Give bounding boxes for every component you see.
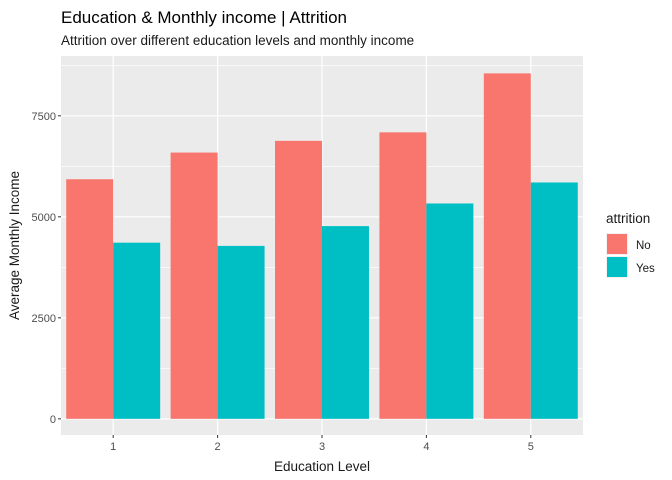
- y-tick-label: 0: [50, 414, 56, 426]
- bar-no-5: [483, 73, 531, 419]
- x-tick-label: 3: [319, 441, 325, 453]
- y-axis: 0 2500 5000 7500: [32, 111, 61, 426]
- legend-title: attrition: [606, 211, 650, 226]
- legend-label-yes: Yes: [636, 263, 655, 275]
- y-tick-label: 7500: [32, 111, 56, 123]
- bars-group: [66, 73, 578, 419]
- legend-swatch-yes: [607, 257, 627, 277]
- bar-yes-1: [113, 242, 161, 419]
- bar-no-1: [66, 179, 114, 419]
- bar-yes-5: [530, 182, 578, 419]
- x-tick-label: 4: [423, 441, 429, 453]
- legend: attrition No Yes: [606, 211, 655, 278]
- bar-no-3: [275, 140, 322, 419]
- x-axis: 1 2 3 4 5: [110, 435, 534, 453]
- x-tick-label: 2: [215, 441, 221, 453]
- x-tick-label: 1: [110, 441, 116, 453]
- bar-yes-2: [217, 245, 265, 419]
- y-axis-title: Average Monthly Income: [7, 171, 22, 320]
- legend-label-no: No: [636, 240, 651, 252]
- bar-no-4: [379, 132, 427, 419]
- bar-yes-3: [322, 226, 369, 419]
- x-tick-label: 5: [528, 441, 534, 453]
- x-axis-title: Education Level: [274, 459, 370, 474]
- chart-subtitle: Attrition over different education level…: [61, 33, 414, 48]
- bar-yes-4: [426, 203, 474, 419]
- y-tick-label: 2500: [32, 313, 56, 325]
- bar-no-2: [170, 152, 218, 419]
- legend-swatch-no: [607, 234, 627, 254]
- chart-title: Education & Monthly income | Attrition: [61, 8, 347, 27]
- y-tick-label: 5000: [32, 212, 56, 224]
